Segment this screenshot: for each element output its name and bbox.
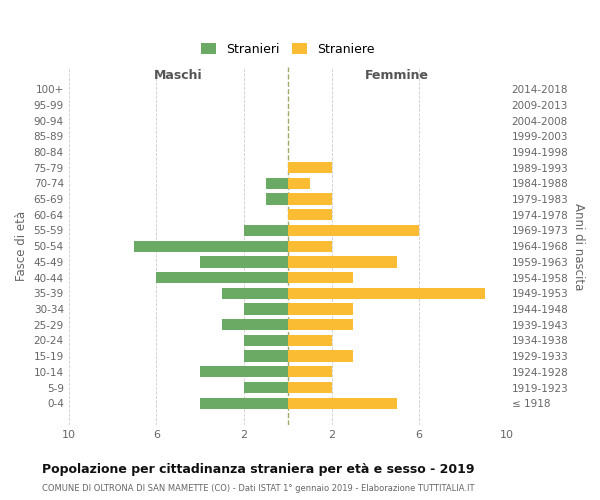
- Bar: [287, 304, 353, 314]
- Text: Maschi: Maschi: [154, 70, 202, 82]
- Bar: [287, 350, 353, 362]
- Bar: [287, 366, 331, 378]
- Bar: [287, 382, 331, 393]
- Bar: [287, 398, 397, 409]
- Bar: [287, 256, 397, 268]
- Bar: [287, 209, 331, 220]
- Bar: [222, 319, 287, 330]
- Bar: [287, 162, 331, 173]
- Bar: [287, 319, 353, 330]
- Bar: [287, 288, 485, 299]
- Bar: [287, 178, 310, 189]
- Legend: Stranieri, Straniere: Stranieri, Straniere: [196, 38, 379, 60]
- Text: Popolazione per cittadinanza straniera per età e sesso - 2019: Popolazione per cittadinanza straniera p…: [42, 462, 475, 475]
- Bar: [244, 350, 287, 362]
- Bar: [244, 382, 287, 393]
- Y-axis label: Anni di nascita: Anni di nascita: [572, 202, 585, 290]
- Bar: [200, 398, 287, 409]
- Text: Femmine: Femmine: [365, 70, 429, 82]
- Bar: [287, 240, 331, 252]
- Bar: [244, 304, 287, 314]
- Bar: [287, 272, 353, 283]
- Y-axis label: Fasce di età: Fasce di età: [15, 211, 28, 282]
- Bar: [287, 335, 331, 346]
- Bar: [222, 288, 287, 299]
- Bar: [244, 335, 287, 346]
- Bar: [134, 240, 287, 252]
- Bar: [244, 225, 287, 236]
- Bar: [156, 272, 287, 283]
- Bar: [200, 256, 287, 268]
- Bar: [200, 366, 287, 378]
- Bar: [266, 178, 287, 189]
- Bar: [287, 225, 419, 236]
- Bar: [287, 194, 331, 204]
- Bar: [266, 194, 287, 204]
- Text: COMUNE DI OLTRONA DI SAN MAMETTE (CO) - Dati ISTAT 1° gennaio 2019 - Elaborazion: COMUNE DI OLTRONA DI SAN MAMETTE (CO) - …: [42, 484, 475, 493]
